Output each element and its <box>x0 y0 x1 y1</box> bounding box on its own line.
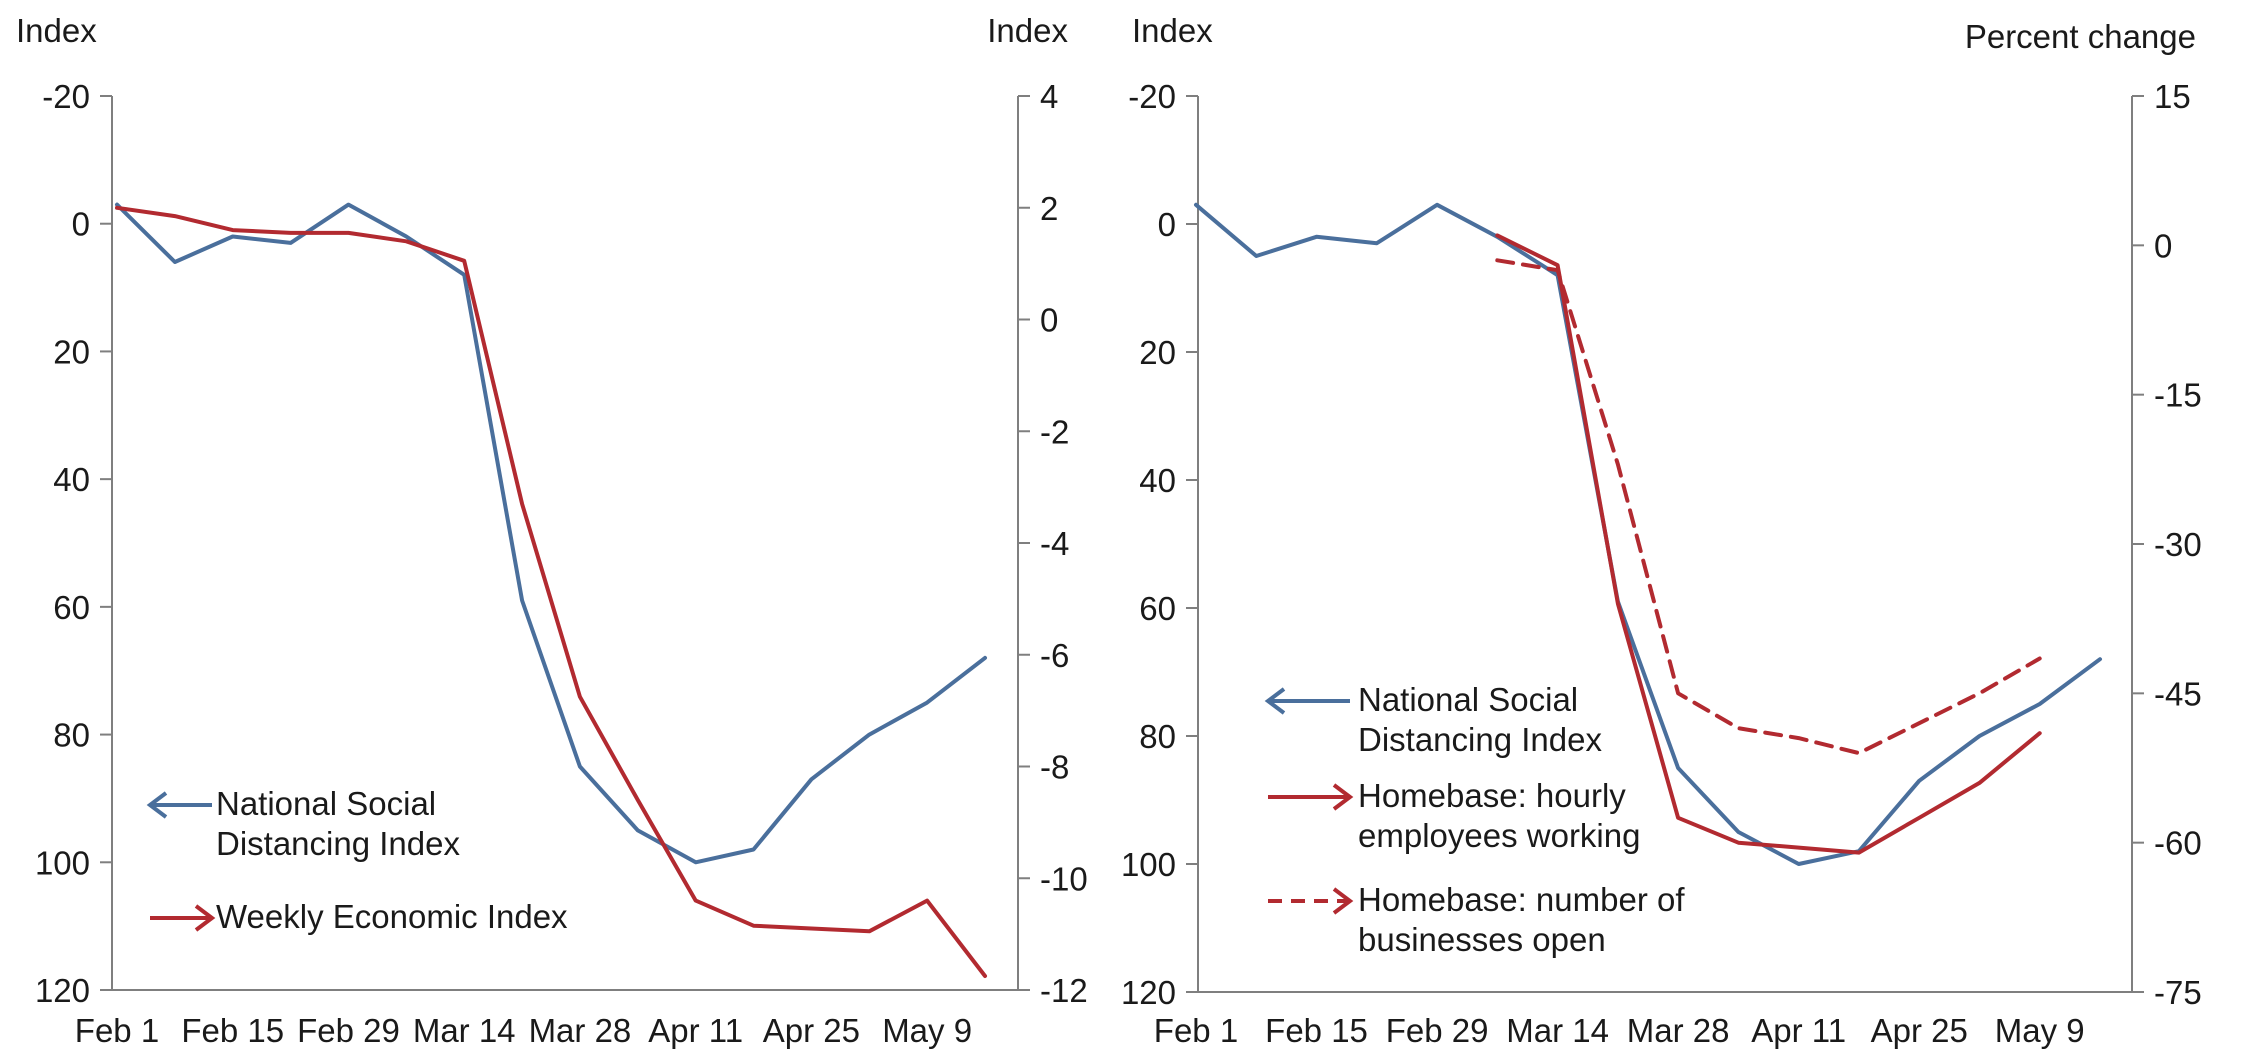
legend-label: employees working <box>1358 817 1640 854</box>
left-panel-left-tick-label: 0 <box>72 206 90 243</box>
left-panel-right-tick-label: -2 <box>1040 413 1069 450</box>
left-panel-left-tick-label: 80 <box>53 717 90 754</box>
legend-label: Distancing Index <box>1358 721 1602 758</box>
left-panel-x-tick-label: Feb 1 <box>75 1012 159 1049</box>
right-panel-x-tick-label: Feb 29 <box>1386 1012 1489 1049</box>
right-panel-left-tick-label: 20 <box>1139 334 1176 371</box>
left-panel-x-tick-label: Mar 14 <box>413 1012 516 1049</box>
legend-item-social-distancing: National Social Distancing Index <box>146 785 460 862</box>
left-panel-right-tick-label: -4 <box>1040 525 1069 562</box>
legend-label: Homebase: number of <box>1358 881 1685 918</box>
left-panel-left-tick-label: 120 <box>35 972 90 1009</box>
right-panel-series-homebase-hourly-employees-working <box>1495 233 2042 855</box>
right-panel-right-tick-label: -30 <box>2154 526 2202 563</box>
right-panel-x-tick-label: Apr 25 <box>1871 1012 1968 1049</box>
legend-label: Homebase: hourly <box>1358 777 1626 814</box>
right-panel-right-tick-label: 0 <box>2154 227 2172 264</box>
right-panel-series-homebase-number-of-businesses-open <box>1495 258 2042 756</box>
right-panel-x-tick-label: May 9 <box>1995 1012 2085 1049</box>
left-panel-x-tick-label: Feb 29 <box>297 1012 400 1049</box>
legend-item-weekly-economic-index: Weekly Economic Index <box>150 898 568 935</box>
right-panel-series-national-social-distancing-index <box>1194 202 2102 866</box>
right-panel-left-tick-label: -20 <box>1128 78 1176 115</box>
left-panel-left-tick-label: 20 <box>53 333 90 370</box>
left-panel-x-tick-label: May 9 <box>882 1012 972 1049</box>
right-panel-right-axis-title: Percent change <box>1965 18 2196 55</box>
left-panel-left-tick-label: 60 <box>53 589 90 626</box>
left-panel-left-tick-label: 40 <box>53 461 90 498</box>
legend-label: businesses open <box>1358 921 1606 958</box>
right-panel-right-tick-label: -45 <box>2154 675 2202 712</box>
left-panel-x-tick-label: Apr 25 <box>763 1012 860 1049</box>
legend-label: National Social <box>216 785 436 822</box>
left-panel-left-axis-title: Index <box>16 12 97 49</box>
left-panel-x-tick-label: Feb 15 <box>181 1012 284 1049</box>
left-panel-right-tick-label: 4 <box>1040 78 1058 115</box>
right-panel-left-tick-label: 100 <box>1121 846 1176 883</box>
legend-label: Weekly Economic Index <box>216 898 568 935</box>
right-panel-x-tick-label: Mar 28 <box>1627 1012 1730 1049</box>
left-panel-series-national-social-distancing-index <box>115 202 987 865</box>
left-panel-left-tick-label: 100 <box>35 844 90 881</box>
left-panel-right-tick-label: -8 <box>1040 749 1069 786</box>
left-panel-x-tick-label: Mar 28 <box>529 1012 632 1049</box>
left-panel-right-tick-label: -12 <box>1040 972 1088 1009</box>
right-panel-x-tick-label: Apr 11 <box>1751 1012 1846 1049</box>
right-panel-left-tick-label: 120 <box>1121 974 1176 1011</box>
left-panel-left-tick-label: -20 <box>42 78 90 115</box>
right-panel-right-tick-label: -15 <box>2154 377 2202 414</box>
right-panel-left-tick-label: 40 <box>1139 462 1176 499</box>
right-panel-left-tick-label: 0 <box>1158 206 1176 243</box>
left-panel-right-tick-label: -10 <box>1040 860 1088 897</box>
left-panel-right-tick-label: 2 <box>1040 190 1058 227</box>
left-panel-right-tick-label: -6 <box>1040 637 1069 674</box>
right-panel-right-tick-label: -75 <box>2154 974 2202 1011</box>
right-panel-left-tick-label: 60 <box>1139 590 1176 627</box>
right-panel-right-tick-label: -60 <box>2154 825 2202 862</box>
left-panel-x-tick-label: Apr 11 <box>648 1012 743 1049</box>
left-panel-right-tick-label: 0 <box>1040 302 1058 339</box>
right-panel-left-tick-label: 80 <box>1139 718 1176 755</box>
legend-item-homebase-hourly: Homebase: hourly employees working <box>1268 777 1640 854</box>
left-panel-series-weekly-economic-index <box>115 205 987 978</box>
right-panel-right-tick-label: 15 <box>2154 78 2191 115</box>
legend-label: Distancing Index <box>216 825 460 862</box>
right-panel-legend: National Social Distancing Index Homebas… <box>1264 681 1685 958</box>
legend-item-homebase-businesses: Homebase: number of businesses open <box>1268 881 1685 958</box>
right-panel-x-tick-label: Feb 15 <box>1265 1012 1368 1049</box>
legend-item-social-distancing: National Social Distancing Index <box>1264 681 1602 758</box>
right-panel-x-tick-label: Mar 14 <box>1506 1012 1609 1049</box>
legend-label: National Social <box>1358 681 1578 718</box>
right-panel-x-tick-label: Feb 1 <box>1154 1012 1238 1049</box>
right-panel-left-axis-title: Index <box>1132 12 1213 49</box>
left-panel-right-axis-title: Index <box>987 12 1068 49</box>
left-panel-legend: National Social Distancing Index Weekly … <box>146 785 568 935</box>
